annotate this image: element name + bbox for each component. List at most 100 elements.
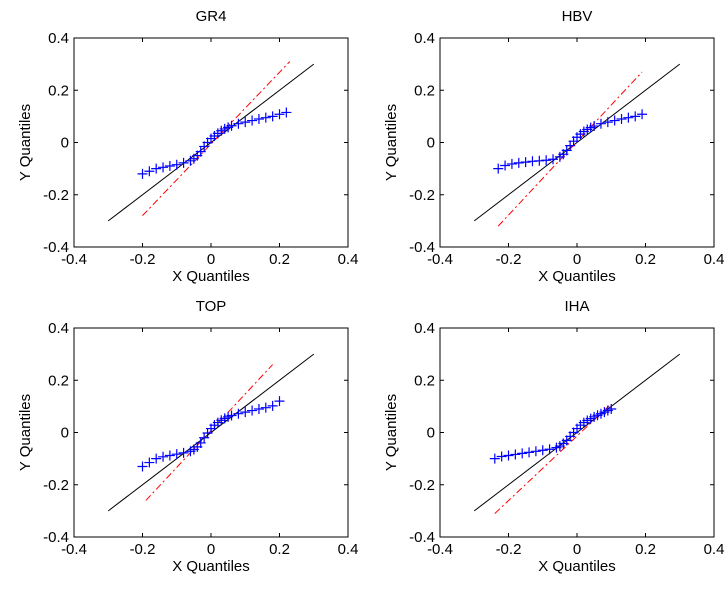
data-point (520, 157, 531, 168)
y-axis-label: Y Quantiles (383, 104, 400, 181)
data-point (178, 157, 189, 168)
y-axis-label: Y Quantiles (17, 104, 34, 181)
subplot-title: IHA (564, 298, 589, 315)
x-tick-label: -0.2 (130, 251, 156, 268)
x-tick-label: -0.2 (496, 541, 522, 558)
data-point (493, 163, 504, 174)
data-point (226, 120, 237, 131)
subplot-iha: -0.4 -0.2 0 0.2 0.4 -0.4 -0.2 0 0.2 0.4 IHA X Quant… (383, 298, 724, 575)
x-tick-label: -0.2 (130, 541, 156, 558)
y-tick-label: 0.2 (48, 82, 69, 99)
data-point (510, 449, 521, 460)
y-tick-label: 0 (61, 425, 69, 442)
data-point (274, 396, 285, 407)
x-tick-label: 0 (207, 541, 215, 558)
x-tick-label: -0.2 (496, 251, 522, 268)
y-tick-label: -0.2 (409, 187, 435, 204)
y-tick-label: 0 (427, 135, 435, 152)
data-point (609, 115, 620, 126)
x-axis-label: X Quantiles (172, 558, 250, 575)
y-tick-label: 0 (427, 425, 435, 442)
x-tick-label: 0.2 (635, 541, 656, 558)
x-tick-label: 0.4 (338, 541, 359, 558)
subplot-hbv: -0.4 -0.2 0 0.2 0.4 -0.4 -0.2 0 0.2 0.4 HBV X Quant… (383, 8, 724, 285)
subplot-title: GR4 (196, 8, 227, 25)
data-point (233, 408, 244, 419)
y-tick-label: 0.4 (48, 320, 69, 337)
data-point (164, 450, 175, 461)
y-tick-label: -0.2 (409, 477, 435, 494)
x-tick-label: 0 (573, 541, 581, 558)
data-point (496, 451, 507, 462)
x-tick-label: -0.4 (427, 251, 453, 268)
subplot-gr4: -0.4 -0.2 0 0.2 0.4 -0.4 -0.2 0 0.2 0.4 GR4 X Quant… (17, 8, 358, 285)
y-tick-label: 0.4 (48, 30, 69, 47)
data-point (158, 451, 169, 462)
data-point (489, 453, 500, 464)
x-tick-label: 0.2 (635, 251, 656, 268)
x-axis-label: X Quantiles (538, 268, 616, 285)
data-point (233, 118, 244, 129)
y-axis-label: Y Quantiles (17, 394, 34, 471)
x-tick-label: 0.2 (269, 541, 290, 558)
data-point (195, 437, 206, 448)
y-tick-label: 0 (61, 135, 69, 152)
data-point (606, 403, 617, 414)
y-tick-label: -0.4 (43, 239, 69, 256)
data-point (595, 118, 606, 129)
data-point (267, 400, 278, 411)
y-tick-label: -0.4 (409, 239, 435, 256)
data-point (616, 113, 627, 124)
data-point (164, 161, 175, 172)
data-point (195, 146, 206, 157)
data-point (171, 159, 182, 170)
data-point (137, 461, 148, 472)
data-point (500, 160, 511, 171)
data-point (513, 157, 524, 168)
y-tick-label: -0.2 (43, 187, 69, 204)
fit-line (142, 61, 291, 216)
data-point (247, 405, 258, 416)
data-point (544, 444, 555, 455)
data-point (253, 113, 264, 124)
x-tick-label: 0.4 (704, 541, 725, 558)
data-point (602, 117, 613, 128)
data-point (137, 168, 148, 179)
x-axis-label: X Quantiles (172, 268, 250, 285)
data-point (524, 447, 535, 458)
data-point (260, 112, 271, 123)
data-point (630, 111, 641, 122)
data-point (623, 112, 634, 123)
x-axis-label: X Quantiles (538, 558, 616, 575)
y-tick-label: 0.2 (414, 372, 435, 389)
data-point (247, 115, 258, 126)
fit-line (494, 403, 612, 514)
y-tick-label: 0.4 (414, 320, 435, 337)
data-point (537, 445, 548, 456)
data-point (548, 154, 559, 165)
data-point (503, 450, 514, 461)
data-point (517, 448, 528, 459)
x-tick-label: 0.4 (704, 251, 725, 268)
y-tick-label: 0.4 (414, 30, 435, 47)
data-point (530, 446, 541, 457)
data-point (281, 107, 292, 118)
data-point (158, 162, 169, 173)
x-tick-label: 0 (573, 251, 581, 268)
y-tick-label: -0.4 (409, 529, 435, 546)
data-point (144, 457, 155, 468)
data-point (541, 155, 552, 166)
y-tick-label: 0.2 (414, 82, 435, 99)
x-tick-label: 0 (207, 251, 215, 268)
subplot-title: HBV (562, 8, 593, 25)
x-tick-label: -0.4 (61, 251, 87, 268)
x-tick-label: -0.4 (427, 541, 453, 558)
data-point (240, 117, 251, 128)
data-point (506, 158, 517, 169)
data-point (178, 447, 189, 458)
x-tick-label: -0.4 (61, 541, 87, 558)
data-point (267, 111, 278, 122)
y-axis-label: Y Quantiles (383, 394, 400, 471)
y-tick-label: -0.2 (43, 477, 69, 494)
data-point (171, 449, 182, 460)
